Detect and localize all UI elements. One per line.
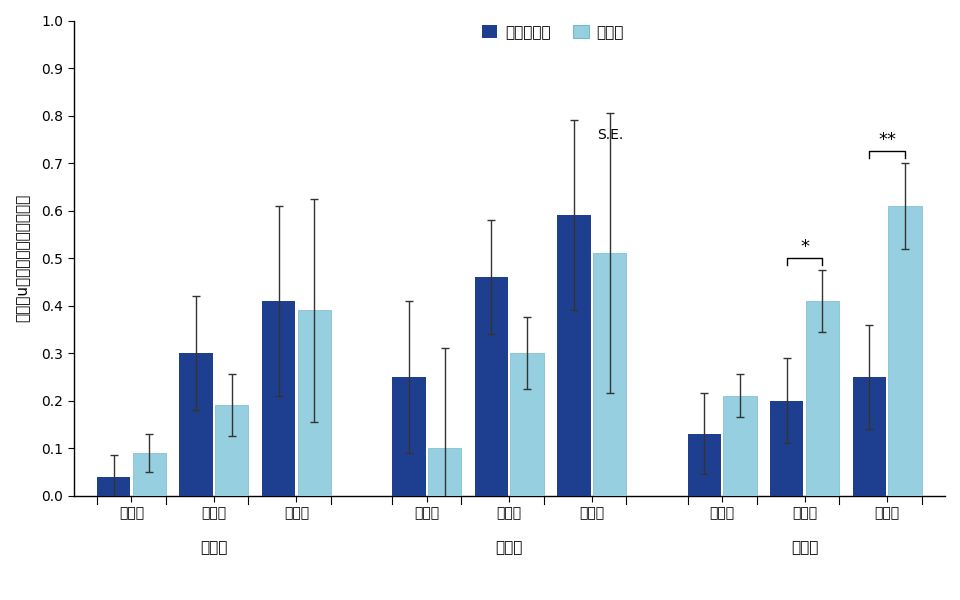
- Text: *: *: [800, 238, 809, 256]
- Legend: ガム摂取群, 対照群: ガム摂取群, 対照群: [476, 19, 630, 46]
- Text: ３年生: ３年生: [791, 540, 818, 555]
- Bar: [97, 476, 131, 496]
- Text: １年生: １年生: [201, 540, 228, 555]
- Bar: [215, 405, 249, 496]
- Bar: [180, 353, 213, 496]
- Bar: [262, 301, 296, 496]
- Bar: [852, 377, 886, 496]
- Bar: [428, 448, 462, 496]
- Text: **: **: [878, 131, 896, 149]
- Bar: [298, 310, 331, 496]
- Bar: [723, 396, 756, 496]
- Text: ２年生: ２年生: [495, 540, 523, 555]
- Bar: [132, 453, 166, 496]
- Bar: [593, 253, 626, 496]
- Text: S.E.: S.E.: [597, 128, 624, 142]
- Bar: [888, 206, 922, 496]
- Bar: [770, 401, 804, 496]
- Bar: [687, 434, 721, 496]
- Y-axis label: 永久歯u蝦平均増加歯数（歯）: 永久歯u蝦平均増加歯数（歯）: [15, 194, 30, 322]
- Bar: [511, 353, 543, 496]
- Bar: [393, 377, 425, 496]
- Bar: [557, 215, 590, 496]
- Bar: [805, 301, 839, 496]
- Bar: [474, 277, 508, 496]
